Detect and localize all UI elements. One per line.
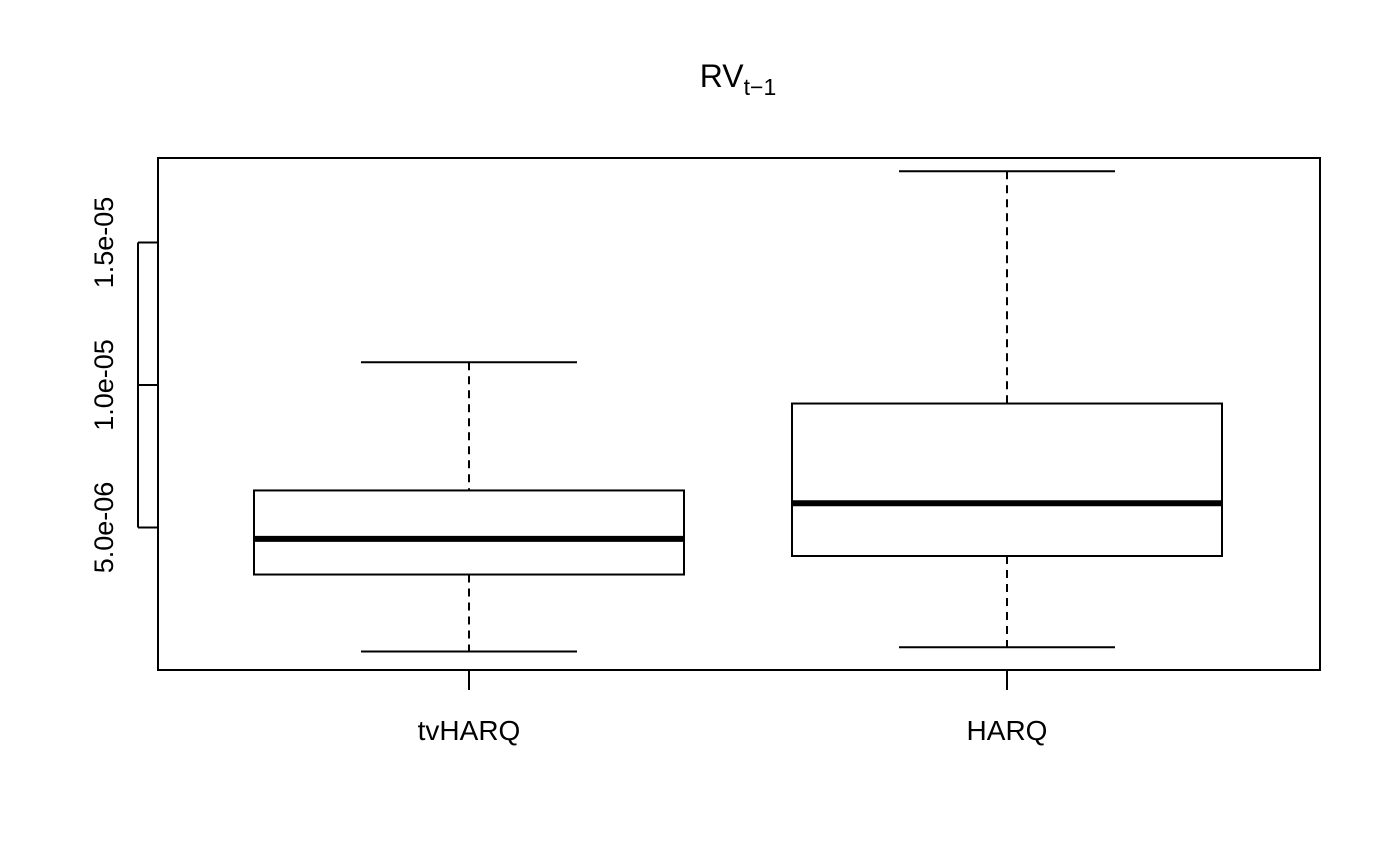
boxes: [253, 170, 1223, 653]
box-tvHARQ: [253, 361, 685, 653]
x-axis: tvHARQ HARQ: [418, 670, 1048, 746]
x-tick-label: tvHARQ: [418, 715, 521, 746]
y-tick-label: 5.0e-06: [89, 482, 119, 574]
y-tick-label: 1.5e-05: [89, 197, 119, 289]
y-tick-label: 1.0e-05: [89, 339, 119, 431]
chart-title-main: RV: [699, 58, 744, 94]
iqr-box: [253, 489, 685, 576]
plot-frame: [157, 157, 1321, 671]
y-axis: 5.0e-06 1.0e-05 1.5e-05: [89, 197, 158, 574]
x-tick-label: HARQ: [967, 715, 1048, 746]
chart-title: RVt−1: [0, 58, 1400, 101]
iqr-box: [791, 402, 1223, 557]
box-HARQ: [791, 170, 1223, 649]
chart-title-subscript: t−1: [743, 74, 777, 100]
